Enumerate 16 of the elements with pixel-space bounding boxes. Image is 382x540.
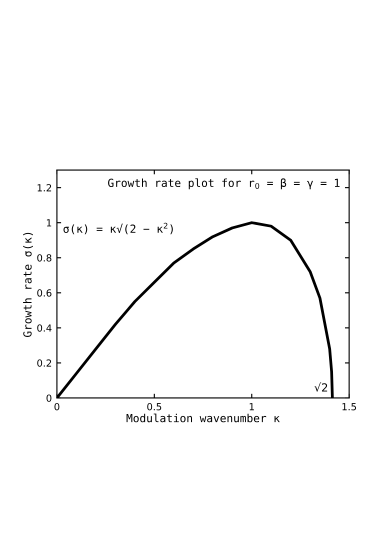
text: Growth rate plot for r$_{0}$ = β = γ = 1: [108, 178, 340, 190]
annotation: √2: [314, 382, 328, 392]
x-tick-label: 1: [250, 403, 254, 410]
y-tick-label: 0.8: [37, 254, 52, 262]
x-tick-label: 0.5: [147, 403, 162, 410]
y-tick-label: 0.6: [37, 289, 52, 297]
annotation: σ(κ) = κ√(2 − κ$^{2}$): [64, 222, 173, 234]
x-tick-label: 1.5: [342, 403, 356, 410]
y-tick-label: 0.2: [37, 359, 52, 367]
x-axis-title: Modulation wavenumber κ: [126, 414, 280, 422]
y-axis-title: Growth rate σ(κ): [23, 232, 33, 337]
y-tick-label: 0: [46, 394, 52, 402]
y-tick-label: 1: [46, 219, 52, 226]
y-tick-label: 1.2: [38, 184, 52, 192]
y-tick-label: 0.4: [37, 324, 52, 332]
x-tick-label: 0: [54, 403, 60, 410]
